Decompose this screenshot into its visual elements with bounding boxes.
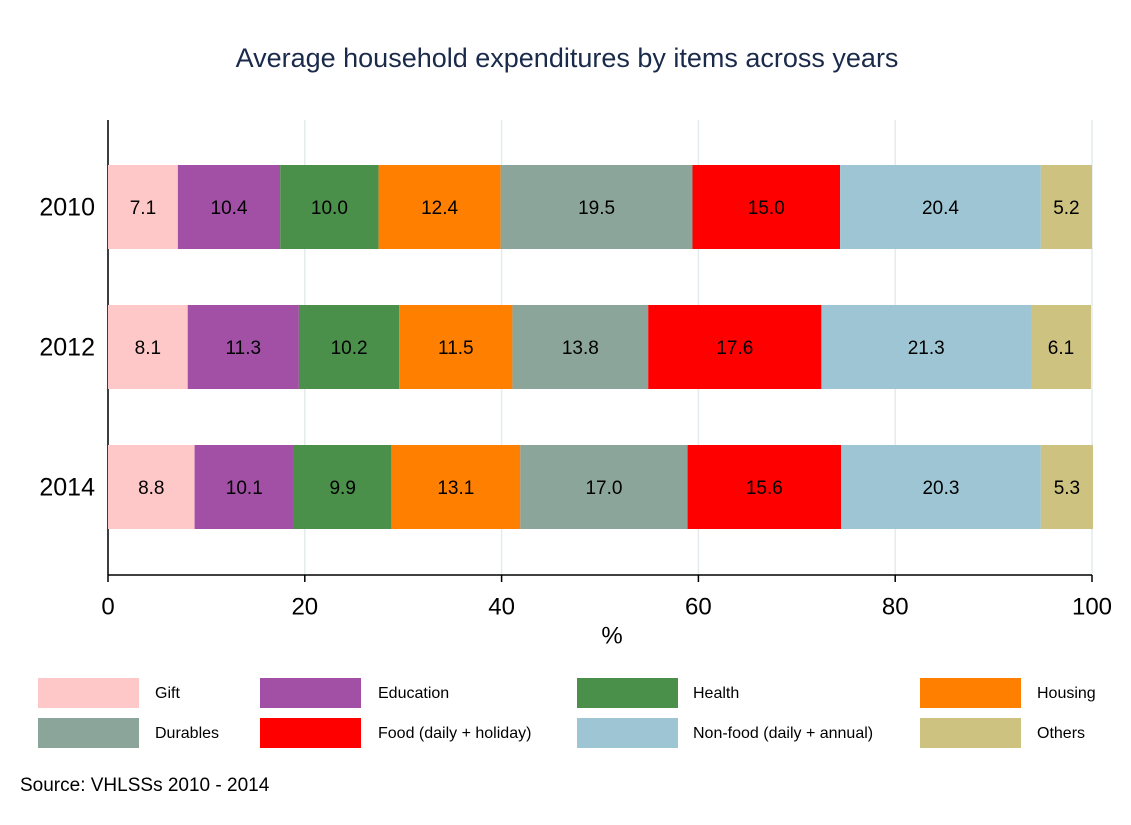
chart-title: Average household expenditures by items … <box>236 43 899 73</box>
bar-segment <box>648 305 822 389</box>
y-tick-label: 2014 <box>39 474 95 502</box>
data-label: 13.1 <box>437 478 474 499</box>
data-label: 8.8 <box>138 478 164 499</box>
data-label: 17.6 <box>716 338 753 359</box>
bar-segment <box>692 165 841 249</box>
y-tick-label: 2010 <box>39 194 95 222</box>
legend-label: Durables <box>155 725 219 742</box>
bar-segment <box>177 165 281 249</box>
bar-segment <box>293 445 392 529</box>
legend-label: Gift <box>155 685 180 702</box>
bar-segment <box>840 165 1041 249</box>
legend-swatch <box>577 678 678 708</box>
x-tick-label: 80 <box>882 593 909 620</box>
legend-swatch <box>577 718 678 748</box>
legend-swatch <box>38 718 139 748</box>
data-label: 10.2 <box>331 338 368 359</box>
x-tick-label: 60 <box>685 593 712 620</box>
data-label: 11.3 <box>226 338 262 359</box>
bar-segment <box>378 165 501 249</box>
data-label: 13.8 <box>562 338 599 359</box>
x-tick-label: 40 <box>488 593 515 620</box>
bar-segment <box>187 305 299 389</box>
data-label: 12.4 <box>421 198 458 219</box>
data-label: 10.0 <box>311 198 348 219</box>
bar-segment <box>1030 305 1092 389</box>
bar-segment <box>520 445 688 529</box>
source-note: Source: VHLSSs 2010 - 2014 <box>20 775 270 796</box>
legend-label: Health <box>693 685 739 702</box>
data-label: 17.0 <box>585 478 622 499</box>
data-label: 10.1 <box>226 478 263 499</box>
bar-segment <box>194 445 294 529</box>
legend-label: Food (daily + holiday) <box>378 725 531 742</box>
legend-label: Education <box>378 685 449 702</box>
legend-swatch <box>920 718 1021 748</box>
bar-segment <box>841 445 1041 529</box>
data-label: 10.4 <box>211 198 248 219</box>
y-tick-label: 2012 <box>39 334 95 362</box>
legend-label: Non-food (daily + annual) <box>693 725 873 742</box>
legend-swatch <box>920 678 1021 708</box>
bar-segment <box>512 305 649 389</box>
legend-label: Housing <box>1037 685 1096 702</box>
bar-segment <box>687 445 842 529</box>
legend-label: Others <box>1037 725 1085 742</box>
data-label: 7.1 <box>130 198 156 219</box>
data-label: 6.1 <box>1048 338 1074 359</box>
bar-segment <box>391 445 521 529</box>
x-tick-label: 20 <box>291 593 318 620</box>
bar-segment <box>108 445 195 529</box>
bar-segment <box>108 165 178 249</box>
data-label: 20.4 <box>922 198 959 219</box>
data-label: 21.3 <box>908 338 945 359</box>
bar-segment <box>821 305 1031 389</box>
legend-swatch <box>260 718 361 748</box>
data-label: 9.9 <box>329 478 355 499</box>
x-tick-label: 100 <box>1072 593 1112 620</box>
bar-segment <box>1040 165 1092 249</box>
bar-segment <box>280 165 379 249</box>
data-label: 11.5 <box>438 338 474 359</box>
x-tick-label: 0 <box>101 593 114 620</box>
bar-segment <box>298 305 400 389</box>
data-label: 15.6 <box>746 478 783 499</box>
data-label: 20.3 <box>922 478 959 499</box>
data-label: 19.5 <box>578 198 615 219</box>
data-label: 8.1 <box>135 338 161 359</box>
bar-segment <box>399 305 513 389</box>
legend-swatch <box>38 678 139 708</box>
x-axis-label: % <box>601 622 622 649</box>
legend-swatch <box>260 678 361 708</box>
bar-segment <box>500 165 693 249</box>
data-label: 5.3 <box>1054 478 1080 499</box>
bar-segment <box>108 305 188 389</box>
data-label: 5.2 <box>1053 198 1079 219</box>
bar-segment <box>1040 445 1093 529</box>
data-label: 15.0 <box>748 198 785 219</box>
